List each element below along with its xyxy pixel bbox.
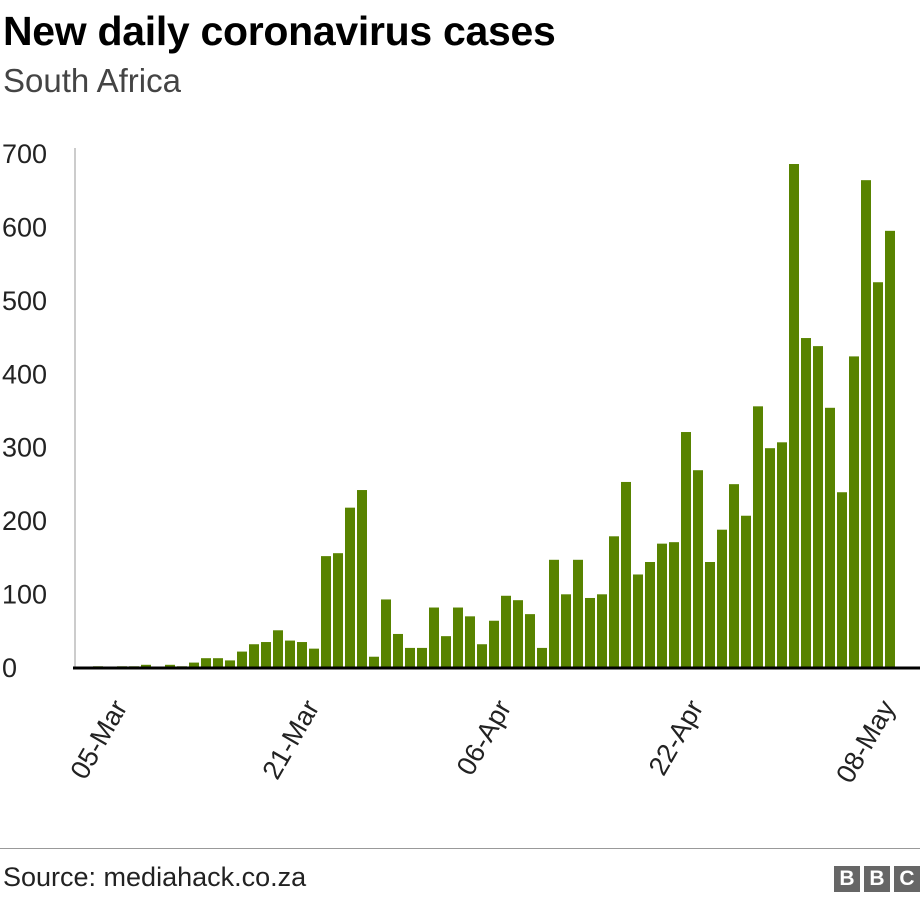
y-tick-label: 0 xyxy=(2,653,17,683)
bar xyxy=(453,607,463,667)
bar xyxy=(393,633,403,667)
bar xyxy=(789,164,799,667)
bar xyxy=(213,658,223,667)
bar xyxy=(513,600,523,667)
bar xyxy=(549,559,559,667)
bar xyxy=(309,648,319,667)
bar xyxy=(717,529,727,667)
bar xyxy=(621,481,631,667)
bar xyxy=(705,561,715,667)
bar xyxy=(429,607,439,667)
bar xyxy=(801,338,811,667)
bar xyxy=(237,651,247,667)
bar xyxy=(609,536,619,667)
bar xyxy=(225,660,235,667)
bar xyxy=(825,407,835,667)
y-tick-label: 600 xyxy=(2,212,47,242)
bar xyxy=(765,448,775,667)
x-tick-label: 08-May xyxy=(830,695,901,788)
bar xyxy=(561,594,571,667)
bar xyxy=(489,620,499,667)
bar xyxy=(813,346,823,667)
bar xyxy=(501,595,511,667)
bar xyxy=(729,484,739,667)
bar xyxy=(537,647,547,667)
bar xyxy=(141,664,151,667)
bar xyxy=(669,542,679,667)
bar xyxy=(165,664,175,667)
bar xyxy=(321,556,331,667)
bar xyxy=(741,515,751,667)
y-tick-label: 700 xyxy=(2,139,47,169)
footer-divider xyxy=(0,848,920,849)
bar xyxy=(405,647,415,667)
bar xyxy=(849,356,859,667)
bar-chart: 0 100 200 300 400 500 600 700 05-Mar 21-Mar 06-Apr… xyxy=(2,139,920,788)
bar xyxy=(357,490,367,667)
y-tick-label: 300 xyxy=(2,433,47,463)
bar xyxy=(441,636,451,667)
source-text: Source: mediahack.co.za xyxy=(3,862,307,892)
x-tick-label: 21-Mar xyxy=(256,695,325,784)
bar xyxy=(885,230,895,667)
y-tick-label: 200 xyxy=(2,506,47,536)
y-tick-label: 100 xyxy=(2,580,47,610)
bar xyxy=(645,561,655,667)
bar xyxy=(369,656,379,667)
bar xyxy=(477,644,487,667)
bar xyxy=(597,594,607,667)
bar xyxy=(633,574,643,667)
bar xyxy=(525,614,535,667)
bar xyxy=(837,492,847,667)
y-tick-label: 500 xyxy=(2,286,47,316)
bar xyxy=(249,644,259,667)
bar xyxy=(285,640,295,667)
x-tick-label: 06-Apr xyxy=(451,695,518,780)
bar xyxy=(681,432,691,667)
chart-subtitle: South Africa xyxy=(3,62,181,99)
bbc-logo: B B C xyxy=(834,866,920,892)
bar xyxy=(657,543,667,667)
bar xyxy=(573,559,583,667)
bar xyxy=(873,282,883,667)
bar xyxy=(777,442,787,667)
bar xyxy=(417,647,427,667)
bar xyxy=(381,599,391,667)
bar xyxy=(333,553,343,667)
x-tick-label: 05-Mar xyxy=(64,695,133,784)
bar xyxy=(465,616,475,667)
bar xyxy=(345,507,355,667)
bbc-logo-letter: C xyxy=(894,866,920,892)
bar xyxy=(189,662,199,667)
chart-title: New daily coronavirus cases xyxy=(3,8,556,54)
bbc-logo-letter: B xyxy=(834,866,860,892)
bar xyxy=(753,406,763,667)
bar xyxy=(585,597,595,667)
y-tick-label: 400 xyxy=(2,359,47,389)
bar xyxy=(693,470,703,667)
bar xyxy=(201,658,211,667)
bar xyxy=(261,642,271,667)
bbc-logo-letter: B xyxy=(864,866,890,892)
x-tick-label: 22-Apr xyxy=(643,695,710,780)
bar xyxy=(861,180,871,667)
bar xyxy=(297,642,307,667)
bar xyxy=(273,630,283,667)
